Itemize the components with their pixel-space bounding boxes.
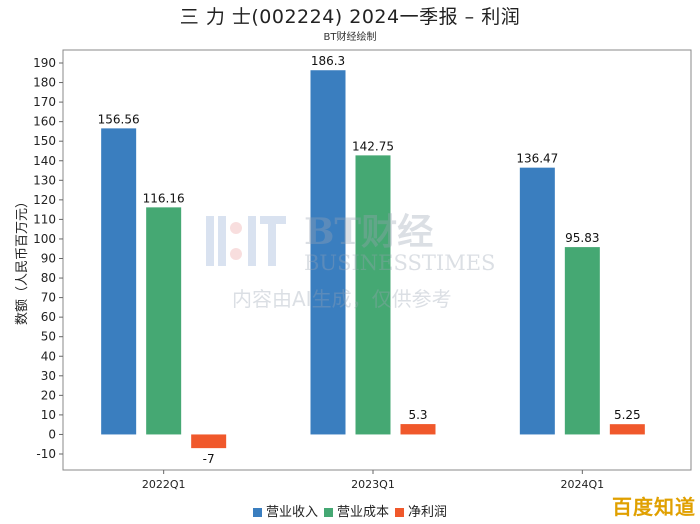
y-tick-label: 0 <box>48 427 56 441</box>
y-tick-label: 40 <box>41 349 56 363</box>
bars-group <box>101 70 645 449</box>
y-axis: -10 0 10 20 30 40 50 60 70 80 90 100 110 120 130 140 150… <box>33 56 63 461</box>
legend-item-0: 营业收入 <box>252 501 318 520</box>
y-tick-label: 160 <box>33 115 56 129</box>
y-tick-label: 140 <box>33 154 56 168</box>
legend-swatch <box>395 508 404 517</box>
legend-label: 营业收入 <box>265 505 318 520</box>
bar-0-2 <box>519 167 555 435</box>
y-tick-label: 90 <box>41 252 56 266</box>
plot-area <box>62 49 692 471</box>
data-label: 5.25 <box>614 408 641 422</box>
y-tick-label: 110 <box>33 212 56 226</box>
bar-0-1 <box>310 70 346 435</box>
corner-logo: 百度知道 <box>612 495 696 519</box>
legend-item-1: 营业成本 <box>323 501 389 520</box>
data-label: 156.56 <box>98 112 140 126</box>
bar-1-2 <box>564 247 600 435</box>
data-labels-group: 156.56 116.16 -7 186.3 142.75 5.3 136.47 95.83 5… <box>98 54 641 466</box>
legend-swatch <box>252 508 262 517</box>
data-label: 136.47 <box>516 152 558 166</box>
data-label: 5.3 <box>408 408 427 422</box>
y-tick-label: 180 <box>33 76 56 90</box>
legend: 营业收入 营业成本 净利润 <box>0 501 700 520</box>
y-tick-label: 80 <box>41 271 56 285</box>
legend-label: 净利润 <box>408 505 448 520</box>
data-label: 95.83 <box>565 231 599 245</box>
y-tick-label: 170 <box>33 95 56 109</box>
bar-1-0 <box>146 207 182 435</box>
y-tick-label: 100 <box>33 232 56 246</box>
y-tick-label: 30 <box>41 369 56 383</box>
x-tick-label: 2024Q1 <box>561 478 605 491</box>
y-tick-label: 70 <box>41 291 56 305</box>
y-tick-label: 60 <box>41 310 56 324</box>
y-tick-label: 130 <box>33 173 56 187</box>
bar-2-0 <box>191 434 227 449</box>
data-label: 116.16 <box>143 191 185 205</box>
legend-swatch <box>323 508 333 517</box>
y-tick-label: 10 <box>41 408 56 422</box>
y-tick-label: 150 <box>33 134 56 148</box>
y-axis-label: 数额（人民币百万元） <box>15 195 30 325</box>
bar-2-1 <box>400 424 436 435</box>
y-tick-label: 20 <box>41 388 56 402</box>
bar-0-0 <box>101 128 137 435</box>
x-axis: 2022Q1 2023Q1 2024Q1 <box>142 470 604 491</box>
chart-title: 三 力 士(002224) 2024一季报 – 利润 <box>179 6 521 28</box>
y-tick-label: 190 <box>33 56 56 70</box>
data-label: 186.3 <box>311 54 345 68</box>
legend-label: 营业成本 <box>336 505 389 520</box>
y-tick-label: 50 <box>41 330 56 344</box>
bar-2-2 <box>609 424 645 435</box>
y-tick-label: -10 <box>36 447 56 461</box>
legend-item-2: 净利润 <box>395 501 447 520</box>
x-tick-label: 2022Q1 <box>142 478 186 491</box>
data-label: 142.75 <box>352 139 394 153</box>
chart-subtitle: BT财经绘制 <box>323 32 377 43</box>
bar-1-1 <box>355 155 391 435</box>
y-tick-label: 120 <box>33 193 56 207</box>
data-label: -7 <box>203 452 215 466</box>
x-tick-label: 2023Q1 <box>351 478 395 491</box>
